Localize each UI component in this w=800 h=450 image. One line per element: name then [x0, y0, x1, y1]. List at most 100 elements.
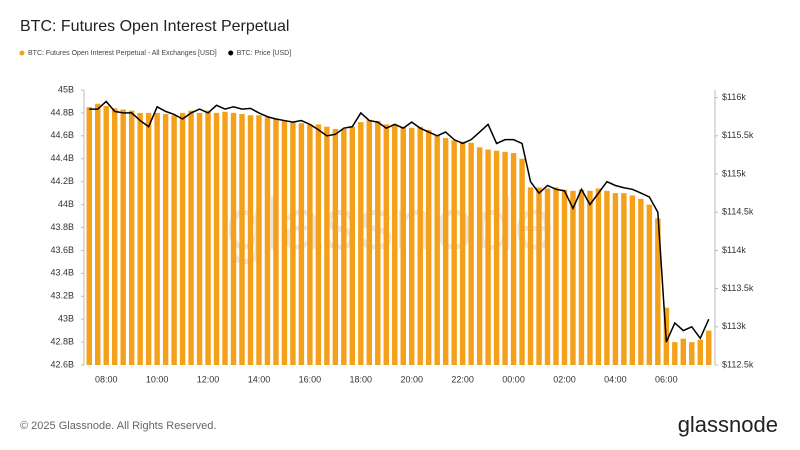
bar: [485, 149, 491, 365]
bar: [672, 342, 678, 365]
bar: [103, 106, 109, 366]
y-tick-label: 42.8B: [50, 336, 74, 346]
bar: [434, 135, 440, 365]
bar: [341, 128, 347, 365]
bar: [264, 117, 271, 365]
bar: [425, 130, 432, 365]
y-tick-label: 44B: [58, 199, 74, 209]
bar: [281, 120, 288, 365]
bar: [553, 187, 559, 365]
y-tick-label: 44.8B: [50, 107, 74, 117]
bar: [120, 109, 126, 366]
bar: [442, 138, 449, 365]
legend: BTC: Futures Open Interest Perpetual - A…: [19, 50, 291, 57]
x-tick-label: 02:00: [553, 374, 576, 384]
y2-tick-label: $113k: [722, 321, 746, 331]
y2-tick-label: $114.5k: [722, 207, 754, 217]
bar: [604, 190, 610, 365]
bar: [239, 114, 245, 365]
bar: [468, 142, 474, 365]
x-tick-label: 20:00: [400, 374, 423, 384]
bar: [137, 112, 143, 366]
x-tick-label: 16:00: [299, 374, 322, 384]
footer: © 2025 Glassnode. All Rights Reserved.: [20, 420, 216, 432]
bar: [570, 190, 576, 365]
bar: [578, 189, 585, 365]
bar: [629, 195, 636, 365]
bar: [646, 204, 653, 365]
y-tick-label: 44.2B: [50, 176, 74, 186]
bar: [587, 190, 593, 365]
bar: [612, 193, 619, 365]
bar: [273, 118, 279, 365]
bar: [145, 112, 152, 366]
y-tick-label: 44.6B: [50, 130, 74, 140]
x-tick-label: 04:00: [604, 374, 627, 384]
logo: glassnode: [678, 412, 778, 437]
bar: [315, 124, 322, 365]
bar: [697, 339, 703, 365]
bar: [196, 112, 203, 366]
bar: [502, 151, 508, 365]
bar: [332, 128, 339, 365]
x-tick-label: 14:00: [248, 374, 271, 384]
bar: [544, 188, 551, 365]
bar: [366, 119, 373, 366]
y-tick-label: 43.8B: [50, 222, 74, 232]
chart-title: BTC: Futures Open Interest Perpetual: [20, 18, 289, 35]
bar: [510, 153, 517, 365]
x-tick-label: 06:00: [655, 374, 678, 384]
y2-tick-label: $115.5k: [722, 130, 754, 140]
y-tick-label: 43.6B: [50, 245, 74, 255]
legend-marker: [228, 50, 234, 56]
bar: [154, 112, 160, 366]
legend-label: BTC: Futures Open Interest Perpetual - A…: [28, 50, 217, 57]
bar: [86, 107, 92, 365]
x-tick-label: 08:00: [95, 374, 118, 384]
bar: [655, 218, 661, 365]
bar: [451, 140, 457, 365]
bar: [213, 112, 220, 366]
bar: [706, 330, 712, 365]
y-tick-label: 44.4B: [50, 153, 74, 163]
x-tick-label: 22:00: [451, 374, 474, 384]
bar: [519, 158, 525, 365]
bar: [256, 115, 262, 365]
bar: [383, 124, 389, 365]
bar: [493, 150, 500, 365]
bar: [162, 114, 169, 365]
bar: [400, 126, 406, 366]
y-tick-label: 43.4B: [50, 268, 74, 278]
bar: [230, 112, 237, 366]
bar: [536, 187, 542, 365]
bar: [689, 342, 695, 365]
bar: [298, 123, 305, 366]
y2-tick-label: $115k: [722, 168, 746, 178]
bar: [349, 126, 356, 366]
bar: [417, 126, 423, 366]
watermark: glassnode: [226, 185, 554, 265]
bar: [527, 187, 534, 365]
x-tick-label: 18:00: [350, 374, 373, 384]
bar: [307, 124, 313, 365]
y2-tick-label: $113.5k: [722, 283, 754, 293]
x-tick-label: 10:00: [146, 374, 169, 384]
bar: [358, 122, 364, 365]
bar: [222, 111, 228, 365]
y-tick-label: 43B: [58, 314, 74, 324]
y-tick-label: 45B: [58, 84, 74, 94]
price-line: [89, 100, 710, 343]
bar: [324, 126, 330, 366]
bar: [459, 141, 466, 365]
legend-marker: [19, 50, 25, 56]
bar: [171, 115, 177, 365]
y-tick-label: 43.2B: [50, 291, 74, 301]
bar: [680, 338, 687, 365]
bar: [476, 147, 483, 365]
x-tick-label: 12:00: [197, 374, 220, 384]
y2-tick-label: $114k: [722, 245, 746, 255]
bar: [595, 188, 602, 365]
bar: [638, 198, 644, 365]
bar: [409, 127, 415, 365]
